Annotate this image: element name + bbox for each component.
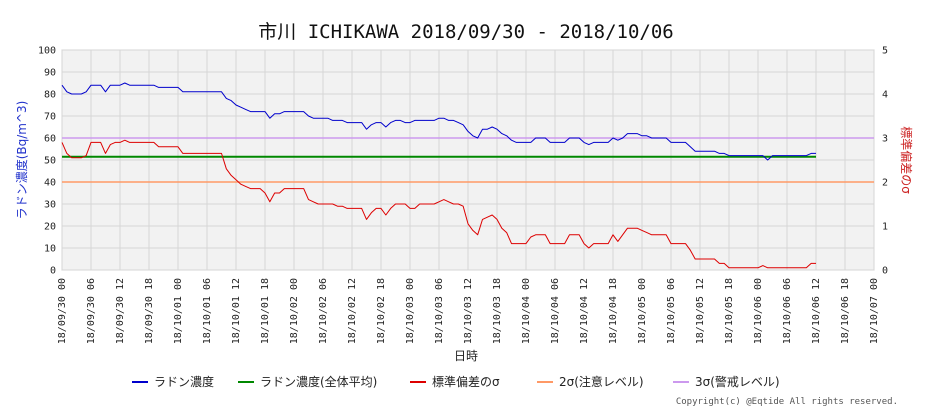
left-tick-label: 0: [50, 266, 56, 277]
x-tick-label: 18/10/07 00: [869, 278, 880, 344]
x-tick-label: 18/09/30 12: [115, 278, 126, 344]
x-tick-label: 18/10/05 12: [695, 278, 706, 344]
legend-label: ラドン濃度: [154, 374, 214, 389]
x-tick-label: 18/10/03 12: [463, 278, 474, 344]
x-tick-label: 18/10/03 06: [434, 278, 445, 344]
series-line-2: [61, 139, 816, 269]
x-tick-label: 18/09/30 00: [57, 278, 68, 344]
x-tick-label: 18/10/01 18: [260, 278, 271, 344]
series-layer: [61, 82, 874, 269]
left-tick-label: 60: [44, 134, 56, 145]
legend-label: 2σ(注意レベル): [559, 374, 644, 389]
x-tick-label: 18/10/02 12: [347, 278, 358, 344]
x-tick-label: 18/10/05 00: [637, 278, 648, 344]
x-tick-label: 18/09/30 06: [86, 278, 97, 344]
x-tick-label: 18/10/06 06: [782, 278, 793, 344]
x-tick-label: 18/10/02 06: [318, 278, 329, 344]
x-tick-label: 18/10/03 18: [492, 278, 503, 344]
x-tick-label: 18/10/01 06: [202, 278, 213, 344]
right-axis-ticks: 0 1 2 3 4 5: [882, 46, 888, 277]
legend: ラドン濃度 ラドン濃度(全体平均) 標準偏差のσ 2σ(注意レベル) 3σ(警戒レベル): [132, 374, 780, 389]
x-axis-label: 日時: [454, 349, 478, 363]
series-line-0: [61, 82, 816, 161]
left-axis-label: ラドン濃度(Bq/m^3): [14, 101, 29, 220]
left-tick-label: 80: [44, 90, 56, 101]
x-tick-label: 18/10/01 00: [173, 278, 184, 344]
chart-title: 市川 ICHIKAWA 2018/09/30 - 2018/10/06: [258, 21, 674, 43]
right-tick-label: 3: [882, 134, 888, 145]
right-tick-label: 4: [882, 90, 888, 101]
left-tick-label: 40: [44, 178, 56, 189]
x-axis-ticks: 18/09/30 00 18/09/30 06 18/09/30 12 18/09/3…: [57, 278, 880, 344]
x-tick-label: 18/10/04 06: [550, 278, 561, 344]
right-tick-label: 0: [882, 266, 888, 277]
right-axis-label: 標準偏差のσ: [899, 126, 914, 194]
left-tick-label: 90: [44, 68, 56, 79]
left-tick-label: 100: [38, 46, 56, 57]
copyright-text: Copyright(c) @Eqtide All rights reserved…: [676, 397, 898, 407]
x-tick-label: 18/10/06 00: [753, 278, 764, 344]
left-axis-ticks: 0 10 20 30 40 50 60 70 80 90 100: [38, 46, 56, 277]
legend-label: 標準偏差のσ: [432, 374, 500, 389]
x-tick-label: 18/10/06 18: [840, 278, 851, 344]
left-tick-label: 20: [44, 222, 56, 233]
x-tick-label: 18/10/05 18: [724, 278, 735, 344]
x-tick-label: 18/10/04 00: [521, 278, 532, 344]
x-tick-label: 18/10/02 00: [289, 278, 300, 344]
right-tick-label: 1: [882, 222, 888, 233]
x-tick-label: 18/10/01 12: [231, 278, 242, 344]
legend-label: ラドン濃度(全体平均): [260, 374, 377, 389]
x-tick-label: 18/10/06 12: [811, 278, 822, 344]
left-tick-label: 70: [44, 112, 56, 123]
left-tick-label: 50: [44, 156, 56, 167]
x-tick-label: 18/10/05 06: [666, 278, 677, 344]
x-tick-label: 18/10/02 18: [376, 278, 387, 344]
x-tick-label: 18/10/03 00: [405, 278, 416, 344]
legend-label: 3σ(警戒レベル): [695, 374, 780, 389]
right-tick-label: 5: [882, 46, 888, 57]
left-tick-label: 10: [44, 244, 56, 255]
x-tick-label: 18/10/04 12: [579, 278, 590, 344]
x-tick-label: 18/09/30 18: [144, 278, 155, 344]
right-tick-label: 2: [882, 178, 888, 189]
left-tick-label: 30: [44, 200, 56, 211]
x-tick-label: 18/10/04 18: [608, 278, 619, 344]
